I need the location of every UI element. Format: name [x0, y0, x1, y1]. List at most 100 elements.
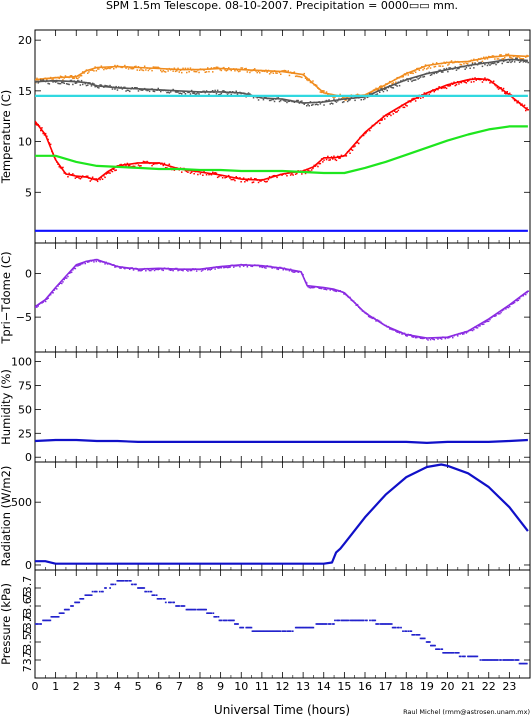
series-point: [403, 79, 406, 82]
series-point: [122, 267, 125, 269]
series-point: [106, 67, 109, 70]
series-point: [267, 97, 270, 100]
series-point: [189, 269, 192, 272]
series-point: [527, 109, 529, 111]
series-point: [446, 652, 449, 654]
series-point: [492, 315, 495, 317]
series-point: [95, 178, 98, 180]
series-point: [307, 285, 309, 288]
series-point: [374, 619, 377, 622]
series-point: [392, 626, 395, 629]
series-point: [421, 74, 423, 77]
series-point: [515, 57, 517, 59]
series-point: [308, 626, 311, 629]
series-point: [283, 69, 286, 72]
series-point: [452, 336, 454, 339]
series-point: [389, 623, 392, 625]
series-point: [438, 65, 440, 67]
series-point: [177, 67, 179, 70]
series-point: [500, 54, 502, 56]
series-point: [479, 659, 482, 661]
series-point: [146, 67, 148, 69]
series-point: [219, 69, 221, 71]
series-point: [83, 72, 85, 74]
series-point: [208, 173, 210, 176]
series-point: [113, 68, 115, 70]
series-point: [413, 97, 416, 100]
series-point: [453, 335, 455, 337]
series-point: [474, 62, 476, 64]
series-point: [220, 619, 223, 622]
series-point: [390, 114, 392, 117]
series-point: [56, 616, 59, 618]
series-point: [360, 99, 362, 101]
series-point: [419, 97, 422, 99]
series-point: [71, 605, 73, 607]
series-point: [153, 90, 156, 93]
series-point: [151, 164, 153, 167]
series-point: [344, 98, 346, 100]
series-point: [492, 55, 495, 57]
series-point: [124, 86, 126, 89]
series-point: [276, 630, 279, 632]
series-point: [251, 630, 254, 632]
series-point: [410, 72, 412, 74]
series-point: [72, 77, 74, 79]
series-point: [385, 623, 388, 625]
series-point: [301, 626, 303, 629]
series-point: [104, 84, 106, 87]
series-point: [273, 630, 275, 632]
series-point: [159, 598, 162, 600]
series-point: [233, 68, 235, 70]
series-point: [447, 64, 449, 66]
series-point: [333, 289, 335, 292]
series-point: [136, 162, 138, 164]
series-point: [400, 80, 402, 82]
series-point: [490, 56, 492, 58]
series-point: [103, 86, 105, 88]
series-point: [449, 84, 452, 87]
series-point: [337, 619, 339, 622]
series-point: [63, 608, 66, 611]
series-point: [182, 67, 184, 70]
series-point: [500, 311, 502, 314]
series-point: [265, 69, 267, 71]
series-point: [144, 590, 147, 593]
series-point: [299, 100, 302, 103]
series-point: [189, 93, 192, 95]
series-point: [387, 325, 390, 328]
series-point: [155, 268, 157, 271]
series-point: [78, 177, 80, 179]
series-point: [183, 91, 185, 94]
series-point: [496, 86, 499, 89]
series-point: [215, 266, 218, 268]
series-point: [485, 79, 487, 82]
series-point: [348, 99, 350, 102]
series-point: [485, 56, 487, 58]
series-point: [224, 69, 226, 71]
series-point: [328, 623, 331, 625]
series-point: [204, 268, 206, 271]
series-point: [210, 268, 213, 270]
series-point: [43, 619, 46, 622]
series-point: [407, 74, 409, 76]
series-point: [49, 79, 52, 82]
series-point: [173, 601, 175, 604]
series-point: [450, 652, 453, 654]
series-line: [35, 54, 528, 98]
series-point: [197, 608, 200, 611]
series-point: [198, 268, 200, 271]
series-point: [152, 594, 155, 596]
series-point: [94, 85, 96, 88]
series-point: [249, 178, 251, 181]
series-point: [186, 608, 189, 611]
series-point: [345, 294, 348, 297]
series-point: [204, 172, 206, 174]
series-point: [448, 652, 451, 654]
series-point: [190, 608, 193, 611]
series-point: [162, 598, 165, 600]
series-point: [362, 134, 365, 137]
series-point: [302, 74, 304, 76]
series-point: [449, 652, 452, 654]
series-point: [333, 155, 335, 157]
